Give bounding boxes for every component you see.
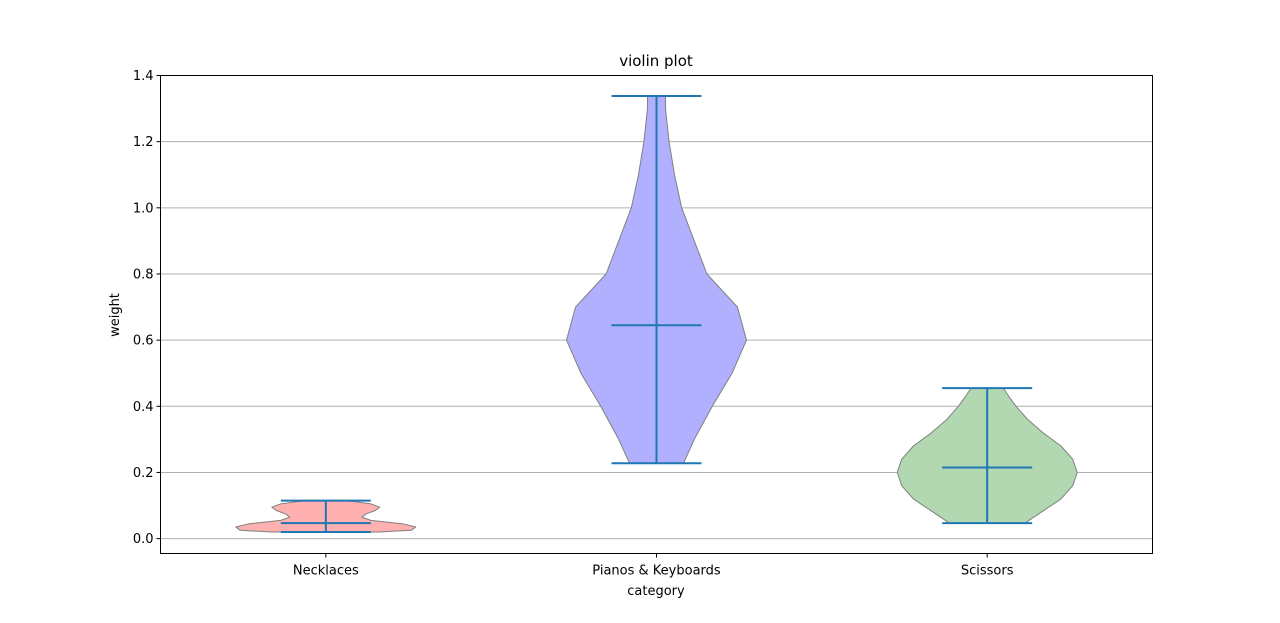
y-axis-label: weight bbox=[108, 293, 123, 337]
y-tick-label: 1.2 bbox=[133, 135, 154, 150]
chart-title: violin plot bbox=[619, 52, 693, 70]
y-axis-ticks: 0.0 0.2 0.4 0.6 0.8 1.0 1.2 1.4 bbox=[133, 69, 161, 547]
y-tick-label: 1.0 bbox=[133, 201, 154, 216]
x-axis-label: category bbox=[627, 584, 685, 599]
x-tick-label: Pianos & Keyboards bbox=[592, 564, 721, 579]
x-tick-label: Necklaces bbox=[293, 564, 359, 579]
y-tick-label: 0.4 bbox=[133, 400, 154, 415]
whisker-layer bbox=[280, 95, 1033, 533]
y-tick-label: 0.8 bbox=[133, 267, 154, 282]
x-axis-ticks: Necklaces Pianos & Keyboards Scissors bbox=[293, 553, 1014, 579]
x-tick-label: Scissors bbox=[961, 564, 1014, 579]
y-tick-label: 0.2 bbox=[133, 466, 154, 481]
y-tick-label: 0.0 bbox=[133, 532, 154, 547]
y-tick-label: 1.4 bbox=[133, 69, 154, 84]
y-tick-label: 0.6 bbox=[133, 334, 154, 349]
